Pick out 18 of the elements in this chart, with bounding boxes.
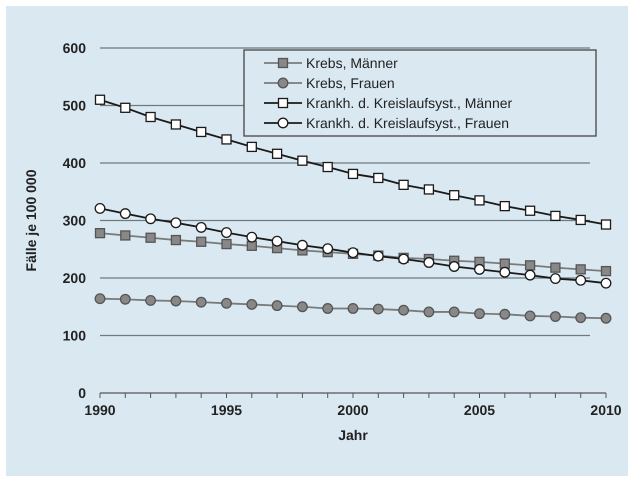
y-axis-title: Fälle je 100 000 [23,169,39,272]
x-tick-label: 2005 [464,402,496,418]
y-tick-label: 100 [62,327,86,344]
legend-label: Krebs, Frauen [306,74,395,91]
legend-label: Krankh. d. Kreislaufsyst., Frauen [306,114,510,131]
y-tick-label: 300 [62,212,86,228]
y-tick-label: 0 [78,384,86,401]
x-tick-label: 1995 [210,402,242,418]
x-tick-label: 2000 [337,402,369,418]
y-tick-label: 200 [62,270,86,286]
y-tick-label: 400 [62,154,86,171]
y-tick-label: 500 [62,97,86,114]
x-tick-label: 1990 [84,402,116,418]
legend-label: Krebs, Männer [306,54,398,71]
x-axis-title: Jahr [338,427,368,443]
x-tick-label: 2010 [590,402,622,418]
y-tick-label: 600 [62,40,86,56]
legend-label: Krankh. d. Kreislaufsyst., Männer [306,94,513,111]
